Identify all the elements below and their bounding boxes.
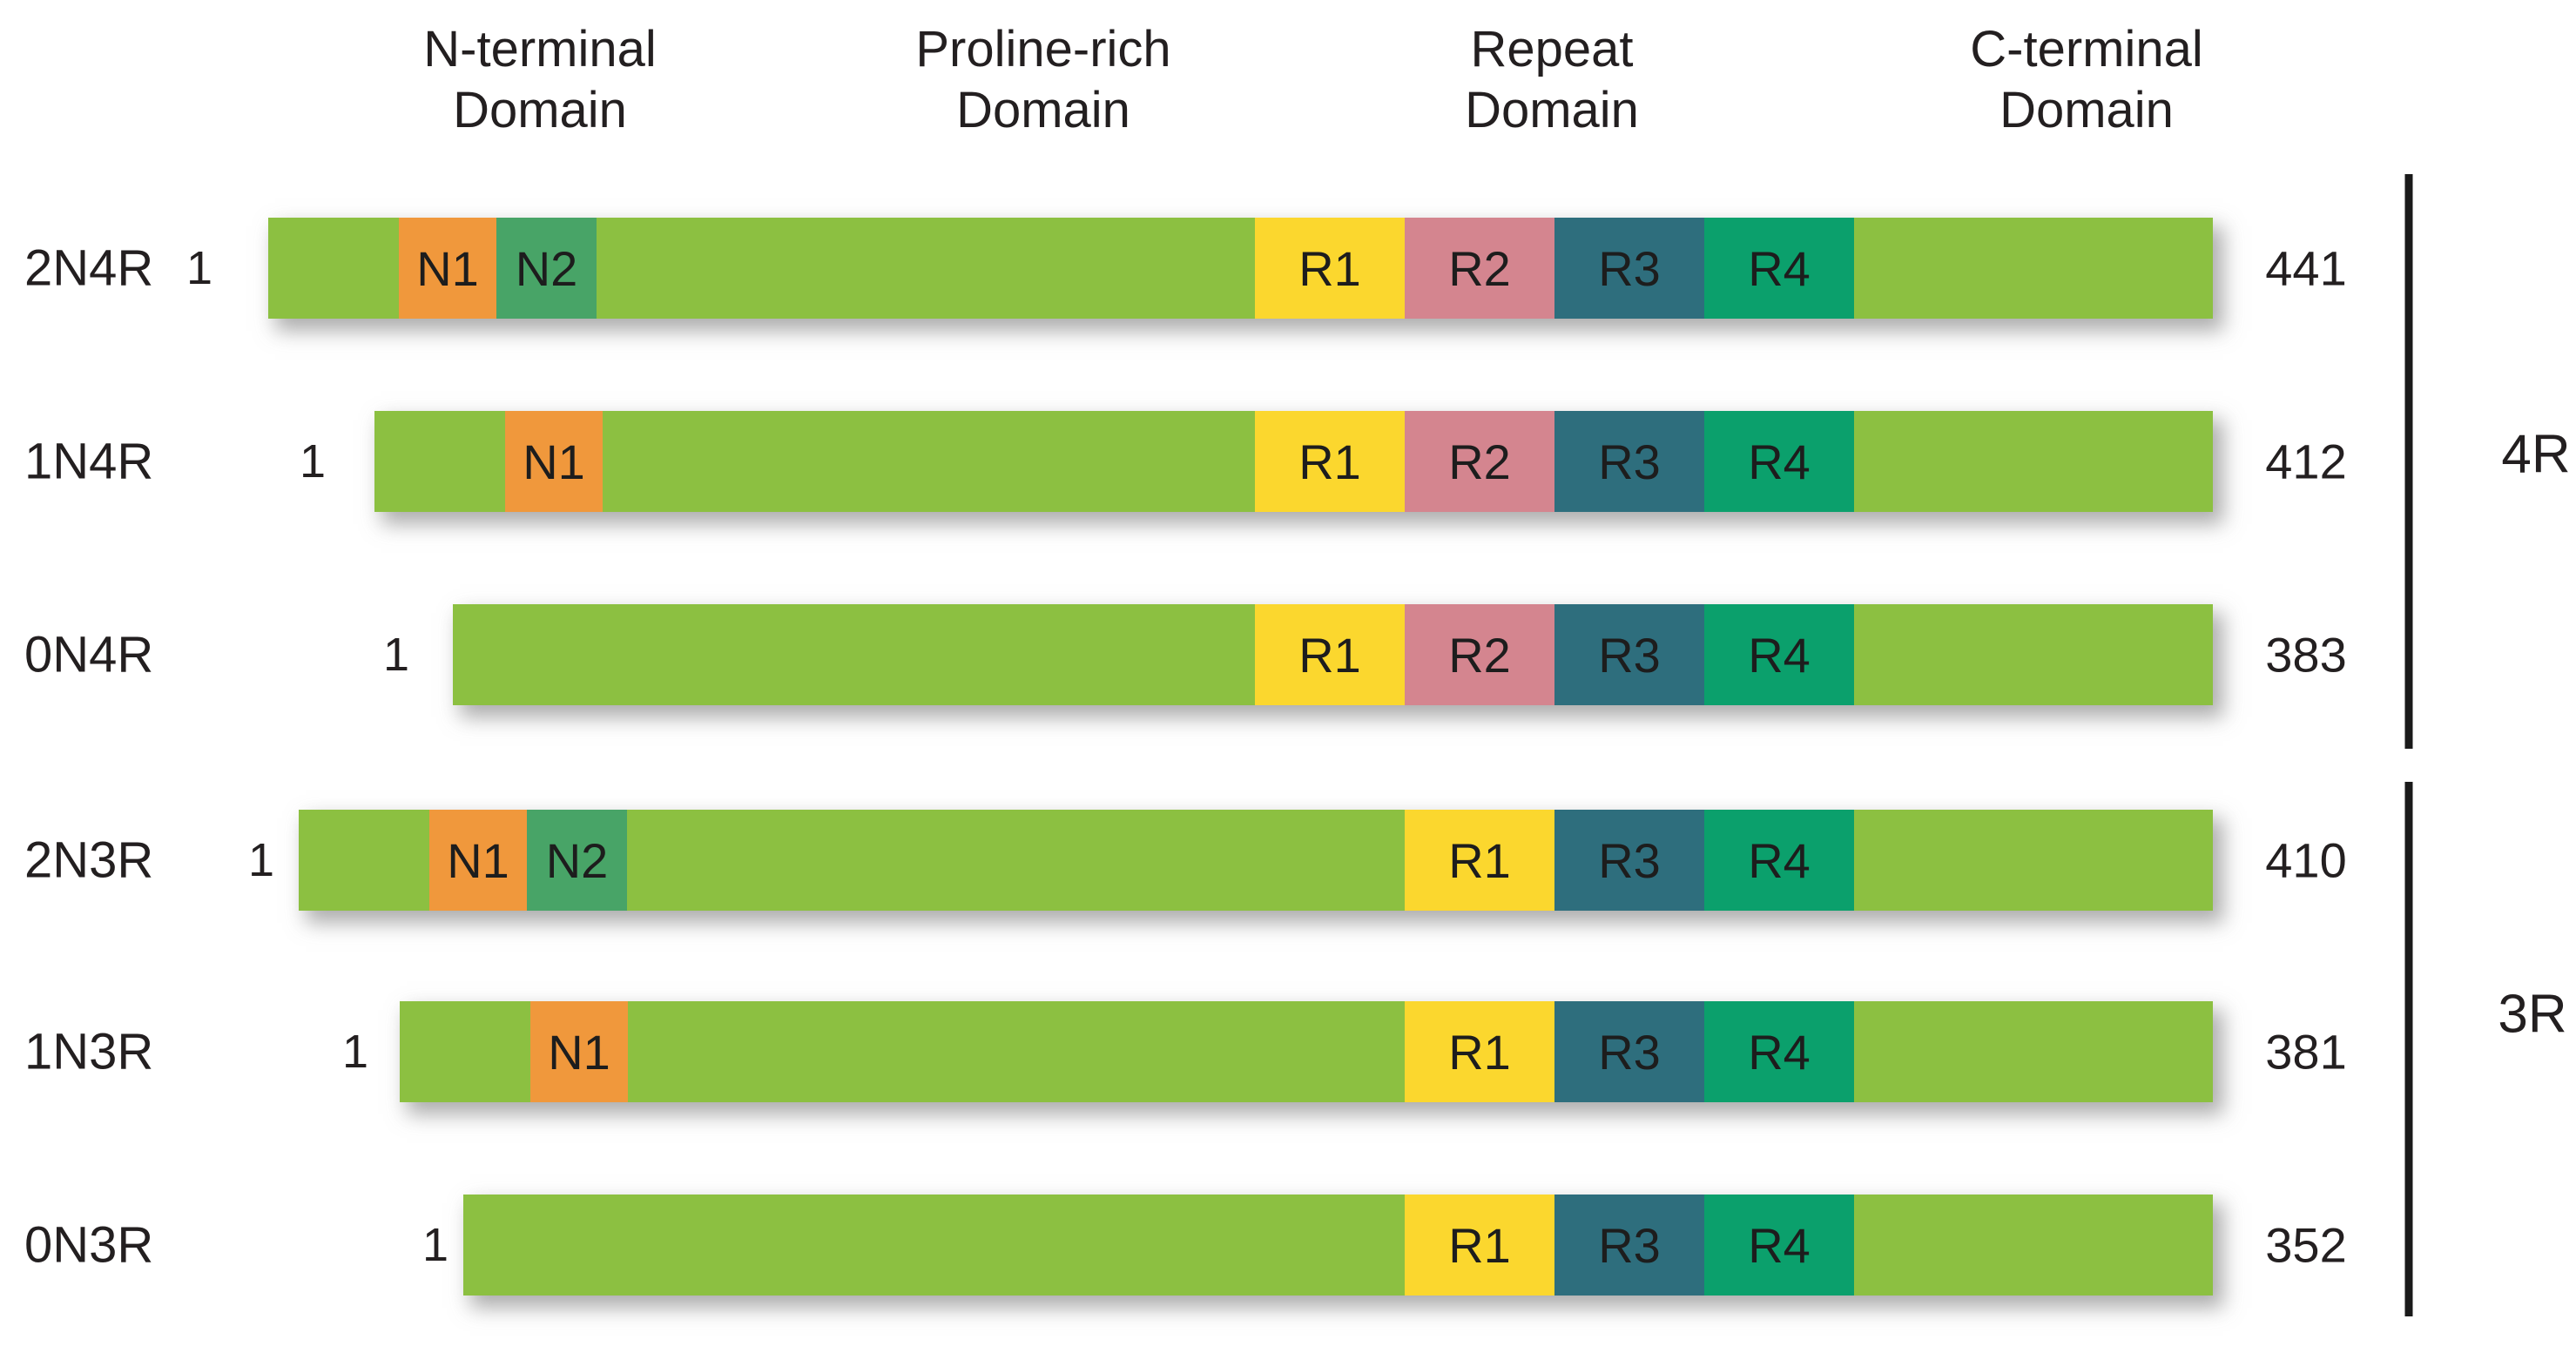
domain-segment-r1: R1 <box>1255 411 1405 512</box>
column-header: N-terminal Domain <box>423 19 657 141</box>
domain-segment-n1: N1 <box>399 218 496 319</box>
length-residue-number: 383 <box>2265 627 2347 683</box>
domain-segment-r3: R3 <box>1554 411 1704 512</box>
domain-segment-r4: R4 <box>1704 1001 1854 1102</box>
column-header: Repeat Domain <box>1465 19 1639 141</box>
group-bracket-line-3r <box>2404 782 2413 1316</box>
domain-segment-r1: R1 <box>1255 604 1405 705</box>
domain-segment-r2: R2 <box>1405 218 1554 319</box>
domain-segment-r3: R3 <box>1554 1195 1704 1296</box>
column-header-line1: Repeat <box>1470 21 1634 77</box>
isoform-label-2n4r: 2N4R <box>24 239 154 297</box>
start-residue-number: 1 <box>382 629 410 681</box>
domain-segment-r2: R2 <box>1405 411 1554 512</box>
domain-segment-r1: R1 <box>1405 810 1554 911</box>
domain-segment-r4: R4 <box>1704 411 1854 512</box>
domain-segment-r4: R4 <box>1704 1195 1854 1296</box>
column-header-line2: Domain <box>956 82 1130 138</box>
isoform-bar-2n4r: N1 N2 R1 R2 R3 R4 <box>268 218 2213 319</box>
domain-segment-n2: N2 <box>527 810 627 911</box>
domain-segment-r3: R3 <box>1554 1001 1704 1102</box>
column-header: C-terminal Domain <box>1970 19 2203 141</box>
domain-segment-r3: R3 <box>1554 810 1704 911</box>
group-label-3r: 3R <box>2498 984 2567 1045</box>
domain-segment-r4: R4 <box>1704 604 1854 705</box>
length-residue-number: 352 <box>2265 1217 2347 1273</box>
column-header-line2: Domain <box>1999 82 2174 138</box>
isoform-label-2n3r: 2N3R <box>24 831 154 889</box>
isoform-bar-0n4r: R1 R2 R3 R4 <box>453 604 2213 705</box>
isoform-label-0n4r: 0N4R <box>24 626 154 683</box>
domain-segment-r3: R3 <box>1554 218 1704 319</box>
length-residue-number: 381 <box>2265 1024 2347 1080</box>
length-residue-number: 441 <box>2265 240 2347 296</box>
start-residue-number: 1 <box>421 1219 449 1271</box>
domain-segment-r1: R1 <box>1405 1001 1554 1102</box>
length-residue-number: 410 <box>2265 832 2347 888</box>
isoform-label-1n3r: 1N3R <box>24 1023 154 1080</box>
isoform-label-1n4r: 1N4R <box>24 433 154 490</box>
isoform-bar-1n4r: N1 R1 R2 R3 R4 <box>374 411 2213 512</box>
isoform-bar-2n3r: N1 N2 R1 R3 R4 <box>299 810 2213 911</box>
domain-segment-n1: N1 <box>429 810 527 911</box>
group-label-4r: 4R <box>2501 424 2571 485</box>
start-residue-number: 1 <box>341 1026 369 1078</box>
domain-segment-r2: R2 <box>1405 604 1554 705</box>
length-residue-number: 412 <box>2265 434 2347 489</box>
column-header-line2: Domain <box>453 82 627 138</box>
domain-segment-r1: R1 <box>1405 1195 1554 1296</box>
isoform-label-0n3r: 0N3R <box>24 1216 154 1274</box>
domain-segment-r3: R3 <box>1554 604 1704 705</box>
column-header-line1: N-terminal <box>423 21 657 77</box>
domain-segment-r4: R4 <box>1704 810 1854 911</box>
column-header-line2: Domain <box>1465 82 1639 138</box>
column-header: Proline-rich Domain <box>915 19 1170 141</box>
domain-segment-n1: N1 <box>530 1001 628 1102</box>
domain-segment-r4: R4 <box>1704 218 1854 319</box>
isoform-bar-1n3r: N1 R1 R3 R4 <box>400 1001 2213 1102</box>
start-residue-number: 1 <box>247 834 275 886</box>
column-header-line1: Proline-rich <box>915 21 1171 77</box>
start-residue-number: 1 <box>299 435 327 488</box>
domain-segment-n2: N2 <box>496 218 597 319</box>
domain-segment-n1: N1 <box>505 411 603 512</box>
isoform-bar-0n3r: R1 R3 R4 <box>463 1195 2213 1296</box>
group-bracket-line-4r <box>2404 174 2413 749</box>
column-header-line1: C-terminal <box>1970 21 2203 77</box>
domain-segment-r1: R1 <box>1255 218 1405 319</box>
start-residue-number: 1 <box>185 242 213 294</box>
